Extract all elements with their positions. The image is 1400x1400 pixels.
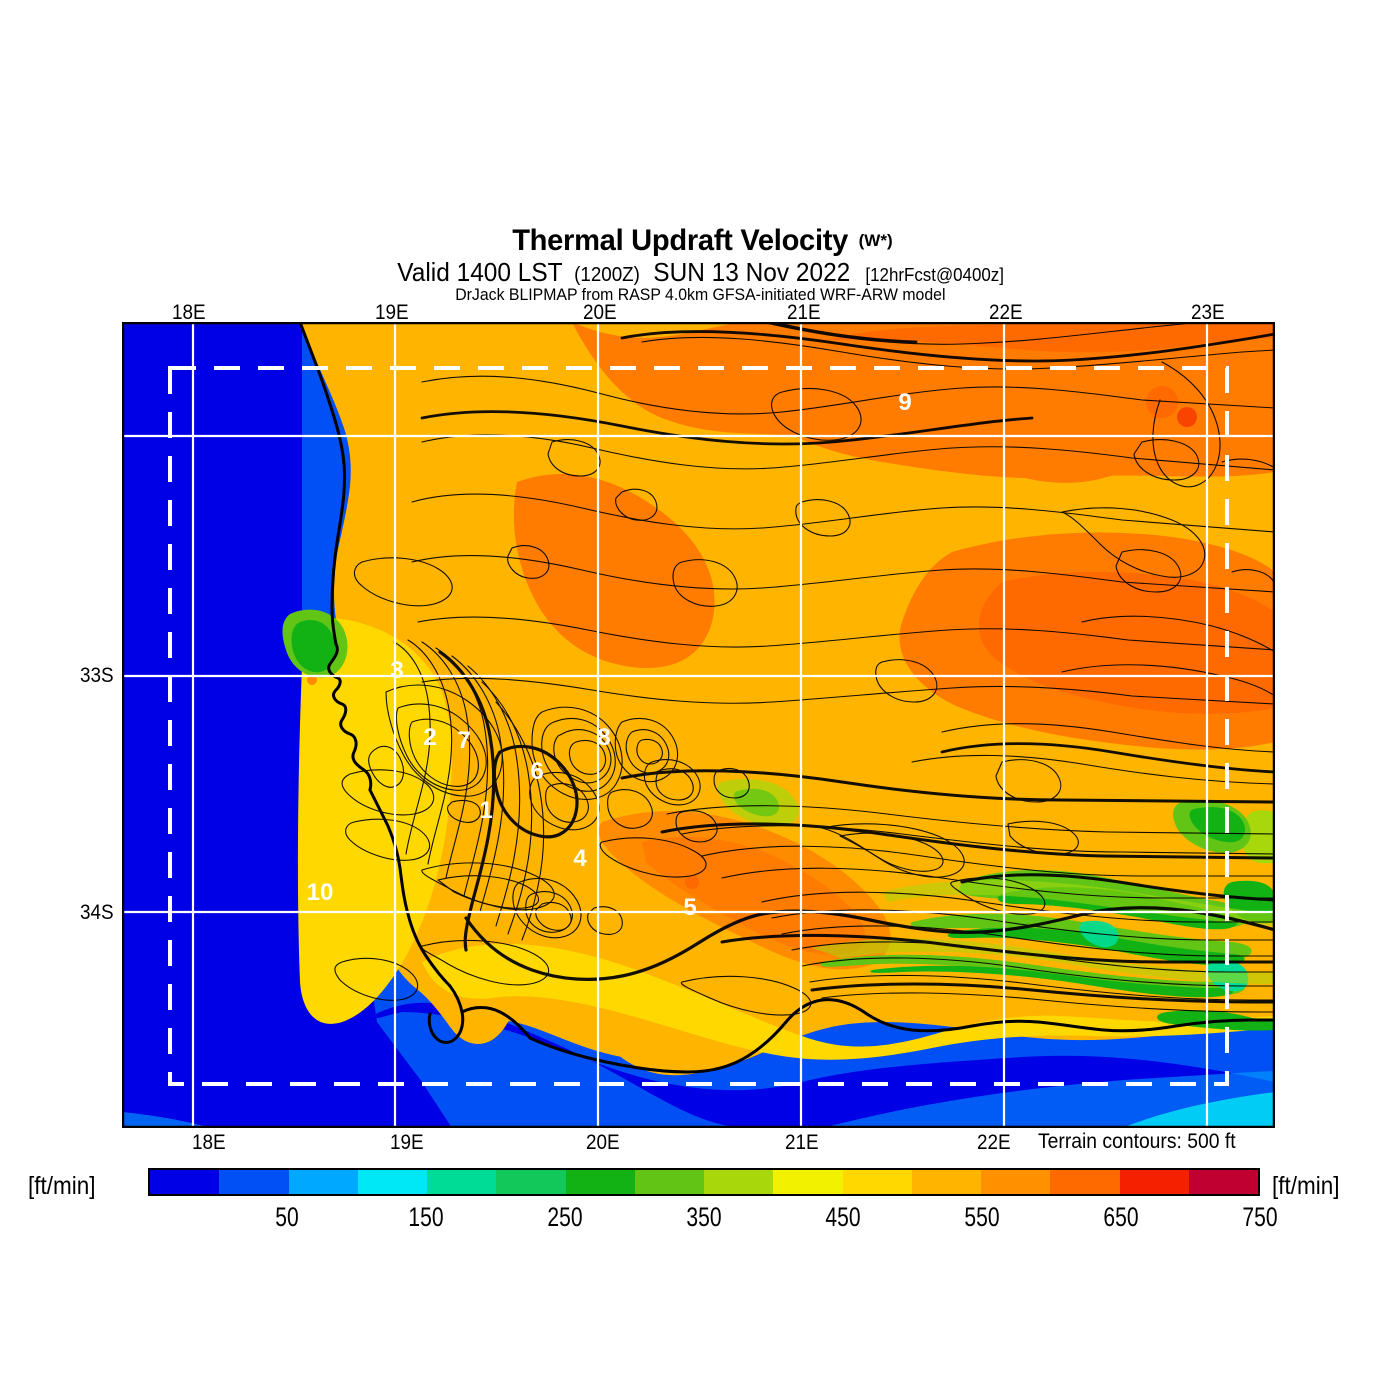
colorbar-tick-350: 350 [686, 1202, 722, 1232]
map-panel[interactable]: 9 3 2 7 8 6 1 4 10 5 [122, 322, 1275, 1128]
colorbar-band-2 [288, 1170, 358, 1194]
lat-label-left-34s: 34S [80, 901, 114, 924]
lon-label-top-21e: 21E [787, 301, 821, 324]
field-east-orange-core [978, 572, 1275, 714]
site-marker-7[interactable]: 7 [457, 727, 470, 754]
colorbar-band-7 [634, 1170, 704, 1194]
forecast-tag: [12hrFcst@0400z] [865, 265, 1004, 285]
map-frame-border [122, 322, 1275, 1128]
title-line-main: Thermal Updraft Velocity (W*) [0, 226, 1400, 256]
colorbar-tick-650: 650 [1103, 1202, 1139, 1232]
field-hot-specks [307, 386, 1197, 889]
colorbar-tick-250: 250 [547, 1202, 583, 1232]
terrain-contour-note: Terrain contours: 500 ft [1038, 1130, 1236, 1153]
field-west-yellow-core [324, 639, 451, 983]
lon-label-bottom-20e: 20E [586, 1131, 620, 1154]
valid-time-utc: (1200Z) [574, 264, 641, 286]
field-lobe-n9 [752, 338, 1275, 479]
colorbar-band-13 [1050, 1170, 1120, 1194]
site-marker-6[interactable]: 6 [530, 758, 543, 785]
coastline [298, 322, 1275, 1074]
colorbar-band-0 [150, 1170, 220, 1194]
site-marker-8[interactable]: 8 [597, 724, 610, 751]
lat-label-left-33s: 33S [80, 664, 114, 687]
model-description: DrJack BLIPMAP from RASP 4.0km GFSA-init… [454, 286, 946, 304]
forecast-domain-box [168, 366, 1229, 1086]
ocean-se-shelf [822, 1071, 1275, 1128]
site-marker-5[interactable]: 5 [683, 894, 696, 921]
valid-time: Valid 1400 LST [397, 257, 563, 287]
model-line-wrap: DrJack BLIPMAP from RASP 4.0km GFSA-init… [0, 285, 1400, 304]
colorbar-band-6 [565, 1170, 635, 1194]
lon-label-bottom-22e: 22E [977, 1131, 1011, 1154]
colorbar-tick-50: 50 [275, 1202, 299, 1232]
lon-label-top-22e: 22E [989, 301, 1023, 324]
site-marker-10[interactable]: 10 [307, 879, 334, 906]
colorbar-tick-750: 750 [1242, 1202, 1278, 1232]
lon-label-top-18e: 18E [172, 301, 206, 324]
valid-date: SUN 13 Nov 2022 [653, 257, 850, 287]
ocean-sw-shallow [122, 1112, 212, 1128]
colorbar-band-10 [842, 1170, 912, 1194]
colorbar-band-15 [1188, 1170, 1258, 1194]
colorbar-band-12 [981, 1170, 1051, 1194]
colorbar-panel: [ft/min] [ft/min] 50 150 250 350 450 550 650 75… [0, 1160, 1400, 1250]
field-central-orange [513, 473, 715, 668]
thermal-updraft-map[interactable]: 9 3 2 7 8 6 1 4 10 5 [122, 322, 1275, 1128]
site-marker-2[interactable]: 2 [423, 724, 436, 751]
colorbar-tick-550: 550 [964, 1202, 1000, 1232]
colorbar-band-9 [773, 1170, 843, 1194]
lon-label-top-19e: 19E [375, 301, 409, 324]
colorbar-gradient[interactable] [148, 1168, 1260, 1196]
title-parameter: (W*) [858, 231, 893, 250]
ocean-sw-deep [122, 882, 452, 1128]
colorbar-tick-150: 150 [408, 1202, 444, 1232]
title-block: Thermal Updraft Velocity (W*) Valid 1400 … [0, 226, 1400, 304]
lon-label-top-23e: 23E [1191, 301, 1225, 324]
site-marker-3[interactable]: 3 [390, 657, 403, 684]
lon-label-top-20e: 20E [583, 301, 617, 324]
colorbar-band-14 [1119, 1170, 1189, 1194]
site-marker-1[interactable]: 1 [479, 797, 492, 824]
colorbar-band-1 [219, 1170, 289, 1194]
lon-label-bottom-21e: 21E [785, 1131, 819, 1154]
latlon-grid [122, 322, 1275, 1128]
field-mid-orange-core [642, 836, 866, 955]
colorbar-band-8 [704, 1170, 774, 1194]
ocean-se-shallow [1122, 1092, 1275, 1128]
site-marker-9[interactable]: 9 [898, 389, 911, 416]
lon-label-bottom-18e: 18E [192, 1131, 226, 1154]
colorbar-unit-left: [ft/min] [28, 1172, 96, 1200]
lon-label-bottom-19e: 19E [390, 1131, 424, 1154]
field-yellowgreen-halo [812, 879, 1275, 984]
colorbar-unit-right: [ft/min] [1272, 1172, 1340, 1200]
valid-time-line: Valid 1400 LST (1200Z) SUN 13 Nov 2022 [… [0, 259, 1400, 285]
colorbar-band-4 [427, 1170, 497, 1194]
site-marker-group[interactable]: 9 3 2 7 8 6 1 4 10 5 [307, 389, 912, 921]
colorbar-band-11 [911, 1170, 981, 1194]
colorbar-tick-450: 450 [825, 1202, 861, 1232]
page-title: Thermal Updraft Velocity [512, 224, 849, 257]
colorbar-band-5 [496, 1170, 566, 1194]
colorbar-band-3 [357, 1170, 427, 1194]
site-marker-4[interactable]: 4 [573, 845, 587, 872]
